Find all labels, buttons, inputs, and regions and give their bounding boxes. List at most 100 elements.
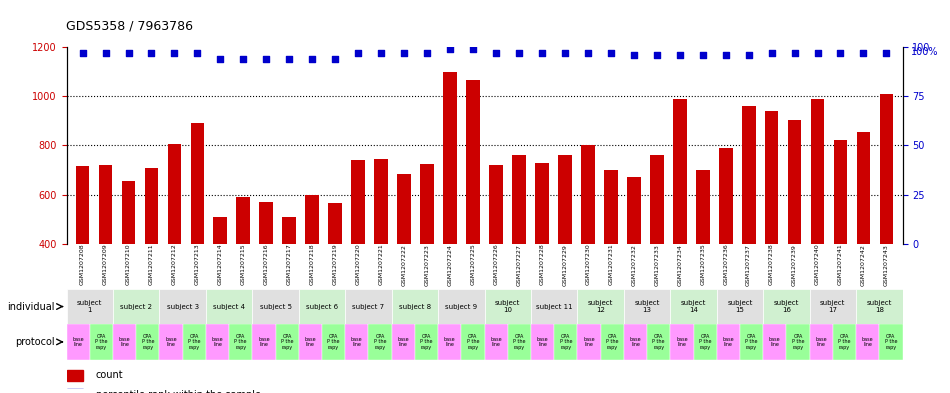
- FancyBboxPatch shape: [462, 324, 484, 360]
- Point: [718, 52, 733, 58]
- Text: CPA
P the
rapy: CPA P the rapy: [235, 334, 247, 350]
- Point: [534, 50, 549, 56]
- FancyBboxPatch shape: [600, 324, 624, 360]
- Text: percentile rank within the sample: percentile rank within the sample: [96, 389, 260, 393]
- Bar: [374, 159, 388, 342]
- Text: 100%: 100%: [911, 47, 939, 57]
- Bar: [810, 99, 825, 342]
- Point: [856, 50, 871, 56]
- Bar: [122, 181, 136, 342]
- Text: CPA
P the
rapy: CPA P the rapy: [791, 334, 805, 350]
- Point: [167, 50, 182, 56]
- Point: [121, 50, 136, 56]
- Bar: [673, 99, 687, 342]
- FancyBboxPatch shape: [229, 324, 253, 360]
- Text: subject
16: subject 16: [773, 300, 799, 313]
- FancyBboxPatch shape: [531, 324, 554, 360]
- Bar: [880, 94, 893, 342]
- Text: base
line: base line: [862, 336, 873, 347]
- FancyBboxPatch shape: [740, 324, 763, 360]
- Text: GSM1207243: GSM1207243: [884, 244, 889, 286]
- Bar: [397, 174, 411, 342]
- Point: [466, 46, 481, 52]
- Bar: [512, 155, 526, 342]
- Point: [351, 50, 366, 56]
- FancyBboxPatch shape: [182, 324, 206, 360]
- Point: [695, 52, 711, 58]
- Point: [213, 56, 228, 62]
- Point: [420, 50, 435, 56]
- Text: subject 11: subject 11: [536, 303, 573, 310]
- Text: base
line: base line: [723, 336, 734, 347]
- Text: GSM1207210: GSM1207210: [126, 244, 131, 285]
- Bar: [604, 170, 618, 342]
- Text: subject
10: subject 10: [495, 300, 521, 313]
- FancyBboxPatch shape: [716, 289, 763, 324]
- Text: GSM1207233: GSM1207233: [655, 244, 659, 286]
- Point: [511, 50, 526, 56]
- Text: GSM1207227: GSM1207227: [517, 244, 522, 286]
- FancyBboxPatch shape: [438, 289, 485, 324]
- Text: GSM1207213: GSM1207213: [195, 244, 200, 285]
- Text: subject 8: subject 8: [399, 303, 431, 310]
- FancyBboxPatch shape: [113, 324, 136, 360]
- Bar: [214, 217, 227, 342]
- Text: GSM1207220: GSM1207220: [355, 244, 361, 285]
- Point: [373, 50, 389, 56]
- Bar: [788, 119, 802, 342]
- Text: base
line: base line: [444, 336, 455, 347]
- Text: GSM1207226: GSM1207226: [493, 244, 499, 285]
- Text: CPA
P the
rapy: CPA P the rapy: [560, 334, 572, 350]
- Text: CPA
P the
rapy: CPA P the rapy: [606, 334, 618, 350]
- Text: base
line: base line: [351, 336, 363, 347]
- Text: CPA
P the
rapy: CPA P the rapy: [513, 334, 525, 350]
- Text: GSM1207228: GSM1207228: [540, 244, 544, 285]
- FancyBboxPatch shape: [136, 324, 160, 360]
- FancyBboxPatch shape: [113, 289, 160, 324]
- FancyBboxPatch shape: [298, 289, 345, 324]
- FancyBboxPatch shape: [624, 324, 647, 360]
- Text: subject
1: subject 1: [77, 300, 103, 313]
- Text: CPA
P the
rapy: CPA P the rapy: [281, 334, 294, 350]
- FancyBboxPatch shape: [671, 324, 694, 360]
- Point: [143, 50, 159, 56]
- FancyBboxPatch shape: [484, 289, 531, 324]
- Bar: [66, 370, 84, 381]
- Text: subject
17: subject 17: [820, 300, 846, 313]
- Point: [810, 50, 826, 56]
- FancyBboxPatch shape: [716, 324, 740, 360]
- Text: count: count: [96, 370, 124, 380]
- Point: [741, 52, 756, 58]
- Text: GSM1207225: GSM1207225: [470, 244, 476, 285]
- Bar: [259, 202, 274, 342]
- Bar: [305, 195, 319, 342]
- FancyBboxPatch shape: [880, 324, 902, 360]
- FancyBboxPatch shape: [578, 324, 600, 360]
- Point: [305, 56, 320, 62]
- Point: [75, 50, 90, 56]
- Text: GSM1207241: GSM1207241: [838, 244, 843, 285]
- Point: [580, 50, 596, 56]
- Text: base
line: base line: [305, 336, 316, 347]
- FancyBboxPatch shape: [369, 324, 391, 360]
- Bar: [650, 155, 664, 342]
- Point: [236, 56, 251, 62]
- FancyBboxPatch shape: [787, 324, 809, 360]
- FancyBboxPatch shape: [345, 324, 369, 360]
- FancyBboxPatch shape: [856, 324, 880, 360]
- Text: GSM1207208: GSM1207208: [80, 244, 86, 285]
- Text: GSM1207232: GSM1207232: [632, 244, 636, 286]
- FancyBboxPatch shape: [531, 289, 578, 324]
- Text: CPA
P the
rapy: CPA P the rapy: [95, 334, 107, 350]
- FancyBboxPatch shape: [66, 324, 89, 360]
- Point: [443, 46, 458, 52]
- Text: base
line: base line: [537, 336, 548, 347]
- Text: GSM1207230: GSM1207230: [585, 244, 590, 285]
- Bar: [857, 132, 870, 342]
- Text: CPA
P the
rapy: CPA P the rapy: [466, 334, 479, 350]
- FancyBboxPatch shape: [276, 324, 298, 360]
- Bar: [282, 217, 296, 342]
- Text: CPA
P the
rapy: CPA P the rapy: [838, 334, 850, 350]
- FancyBboxPatch shape: [554, 324, 578, 360]
- Text: subject
15: subject 15: [728, 300, 752, 313]
